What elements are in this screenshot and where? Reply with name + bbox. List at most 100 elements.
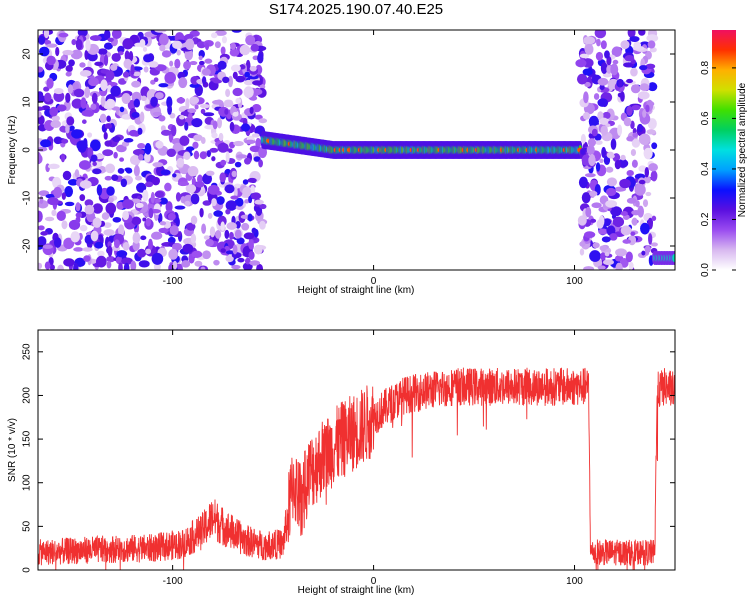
- noise-blob: [103, 229, 115, 236]
- noise-blob: [230, 42, 237, 50]
- noise-blob: [133, 98, 141, 108]
- noise-blob: [65, 65, 73, 72]
- noise-blob: [169, 225, 179, 236]
- noise-blob: [186, 222, 196, 231]
- noise-blob: [108, 197, 114, 203]
- noise-blob: [243, 232, 255, 240]
- noise-blob: [90, 154, 98, 163]
- noise-blob: [628, 261, 634, 270]
- noise-blob: [229, 231, 234, 240]
- noise-blob: [625, 251, 633, 263]
- noise-blob: [220, 221, 225, 232]
- noise-blob: [576, 73, 588, 85]
- noise-blob: [97, 250, 105, 257]
- noise-blob: [222, 76, 230, 84]
- noise-blob: [140, 95, 147, 102]
- noise-blob: [587, 138, 596, 147]
- noise-blob: [107, 98, 116, 109]
- noise-blob: [84, 204, 95, 215]
- noise-blob: [164, 182, 172, 192]
- noise-blob: [44, 40, 52, 45]
- noise-blob: [84, 86, 91, 99]
- noise-blob: [122, 199, 134, 210]
- noise-blob: [172, 260, 178, 270]
- noise-blob: [175, 192, 181, 202]
- noise-blob: [117, 45, 125, 54]
- noise-blob: [132, 149, 145, 156]
- noise-blob: [200, 137, 206, 144]
- noise-blob: [611, 46, 622, 58]
- noise-blob: [600, 62, 608, 74]
- colorbar-ticks: 0.0 0.2 0.4 0.6 0.8: [700, 61, 736, 277]
- noise-blob: [191, 250, 203, 258]
- noise-blob: [253, 156, 261, 162]
- noise-blob: [105, 202, 117, 215]
- noise-blob: [584, 173, 596, 178]
- noise-blob: [204, 58, 213, 64]
- noise-blob: [622, 239, 632, 244]
- noise-blob: [139, 111, 145, 123]
- noise-blob: [610, 63, 619, 76]
- noise-blob: [117, 224, 125, 237]
- noise-blob: [254, 199, 264, 205]
- noise-blob: [81, 109, 94, 117]
- noise-blob: [258, 159, 263, 168]
- noise-blob: [235, 75, 246, 83]
- noise-blob: [195, 181, 205, 188]
- noise-blob: [213, 259, 220, 266]
- noise-blob: [595, 140, 603, 145]
- noise-blob: [617, 124, 623, 136]
- noise-blob: [169, 60, 174, 67]
- noise-blob: [112, 136, 121, 143]
- noise-blob: [642, 199, 649, 208]
- noise-blob: [244, 139, 256, 144]
- noise-blob: [144, 181, 154, 188]
- noise-blob: [251, 227, 257, 234]
- noise-blob: [225, 255, 234, 263]
- noise-blob: [98, 48, 108, 55]
- noise-blob: [211, 156, 216, 162]
- noise-blob: [244, 199, 250, 204]
- noise-blob: [44, 261, 51, 270]
- noise-blob: [230, 195, 239, 200]
- noise-blob: [167, 212, 176, 221]
- colorbar-tick-label: 0.6: [700, 111, 711, 125]
- noise-blob: [87, 132, 93, 138]
- noise-blob: [256, 263, 263, 270]
- noise-blob: [634, 183, 646, 196]
- noise-blob: [180, 111, 191, 117]
- noise-blob: [647, 40, 656, 49]
- noise-blob: [220, 248, 226, 253]
- noise-blob: [123, 58, 132, 69]
- noise-blob: [211, 198, 217, 207]
- noise-blob: [44, 216, 55, 222]
- noise-blob: [148, 61, 159, 68]
- noise-blob: [233, 140, 244, 147]
- noise-blob: [92, 168, 102, 175]
- noise-blob: [38, 236, 47, 247]
- noise-blob: [234, 161, 242, 168]
- noise-blob: [106, 255, 116, 263]
- snr-ytick-label: 250: [22, 343, 33, 360]
- noise-blob: [249, 145, 261, 153]
- noise-blob: [258, 146, 268, 159]
- noise-blob: [617, 92, 625, 98]
- noise-blob: [600, 40, 607, 50]
- noise-blob: [638, 179, 646, 185]
- noise-blob: [76, 140, 88, 151]
- noise-blob: [103, 42, 113, 50]
- noise-blob: [606, 151, 615, 159]
- noise-blob: [583, 91, 589, 104]
- noise-blob: [639, 83, 650, 91]
- noise-blob: [72, 82, 80, 91]
- noise-blob: [96, 184, 103, 196]
- noise-blob: [65, 123, 70, 134]
- noise-blob: [73, 247, 84, 252]
- noise-blob: [243, 86, 254, 98]
- noise-blob: [67, 84, 74, 94]
- noise-blob: [145, 248, 152, 255]
- noise-blob: [150, 79, 156, 85]
- noise-blob: [235, 197, 244, 207]
- noise-blob: [630, 67, 638, 77]
